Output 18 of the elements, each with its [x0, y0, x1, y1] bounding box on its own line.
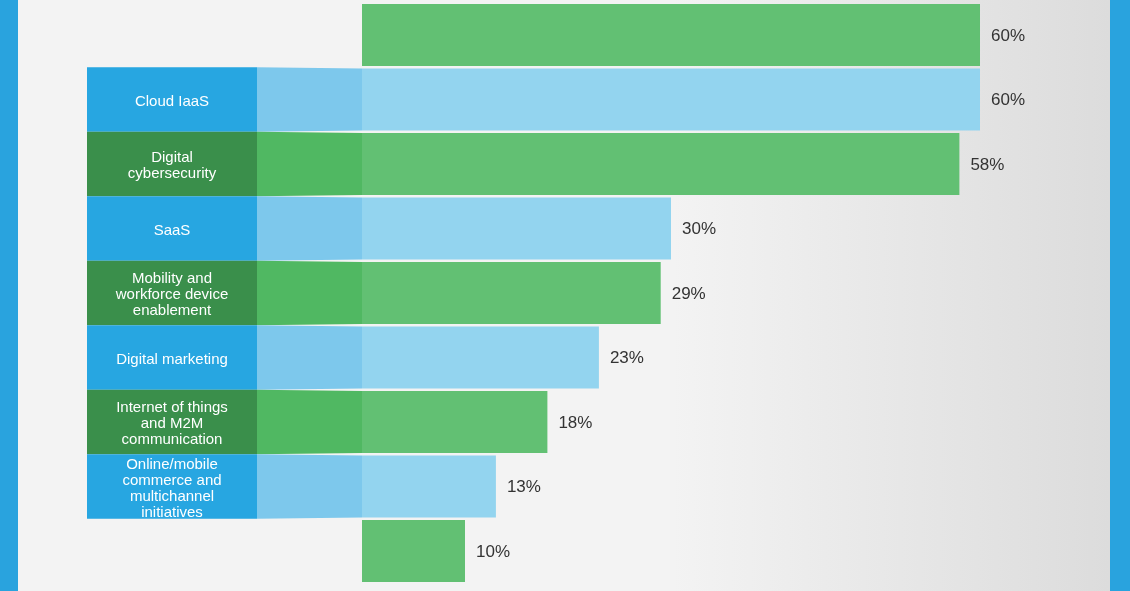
data-label: 60% [991, 25, 1026, 45]
data-label: 60% [991, 90, 1026, 109]
y-tick-label: Digital cybersecurity [127, 147, 217, 181]
bar [362, 520, 465, 582]
y-tick-label: SaaS [153, 220, 191, 237]
y-tick-label: Mobility and workforce device enablement [114, 268, 229, 318]
data-label: 58% [970, 154, 1005, 174]
data-label: 13% [506, 477, 541, 496]
data-label: 23% [609, 348, 644, 367]
y-tick-label: Cloud IaaS [134, 91, 210, 108]
data-label: 18% [558, 412, 593, 432]
data-label: 30% [682, 219, 717, 238]
y-tick-label: Internet of things and M2M communication [116, 397, 228, 447]
data-label: 10% [476, 541, 511, 561]
data-label: 29% [671, 283, 706, 303]
y-tick-label: Online/mobile commerce and multichannel initiatives [122, 454, 222, 519]
bar [362, 4, 980, 66]
y-tick-label: Digital marketing [116, 349, 228, 366]
